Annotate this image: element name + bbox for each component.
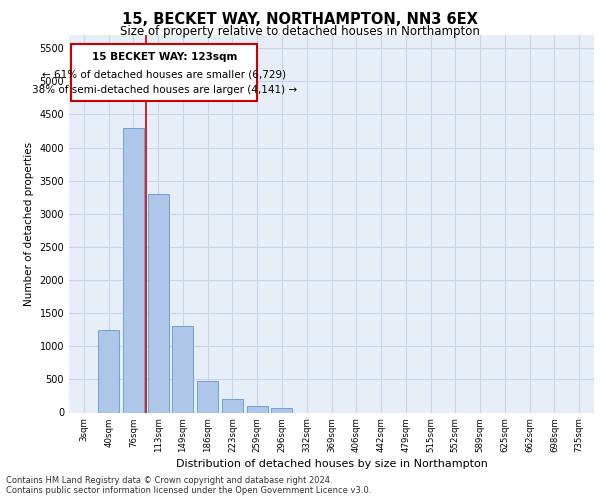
Bar — [172, 326, 193, 412]
Text: Size of property relative to detached houses in Northampton: Size of property relative to detached ho… — [120, 25, 480, 38]
X-axis label: Distribution of detached houses by size in Northampton: Distribution of detached houses by size … — [176, 459, 487, 469]
Text: 15, BECKET WAY, NORTHAMPTON, NN3 6EX: 15, BECKET WAY, NORTHAMPTON, NN3 6EX — [122, 12, 478, 28]
Text: Contains public sector information licensed under the Open Government Licence v3: Contains public sector information licen… — [6, 486, 371, 495]
Text: Contains HM Land Registry data © Crown copyright and database right 2024.: Contains HM Land Registry data © Crown c… — [6, 476, 332, 485]
Bar — [197, 380, 218, 412]
Bar — [271, 408, 292, 412]
Bar — [148, 194, 169, 412]
Bar — [222, 400, 243, 412]
Bar — [98, 330, 119, 412]
Text: 38% of semi-detached houses are larger (4,141) →: 38% of semi-detached houses are larger (… — [32, 86, 297, 96]
Bar — [247, 406, 268, 412]
Text: ← 61% of detached houses are smaller (6,729): ← 61% of detached houses are smaller (6,… — [42, 70, 286, 80]
FancyBboxPatch shape — [71, 44, 257, 101]
Bar — [123, 128, 144, 412]
Text: 15 BECKET WAY: 123sqm: 15 BECKET WAY: 123sqm — [92, 52, 237, 62]
Y-axis label: Number of detached properties: Number of detached properties — [24, 142, 34, 306]
